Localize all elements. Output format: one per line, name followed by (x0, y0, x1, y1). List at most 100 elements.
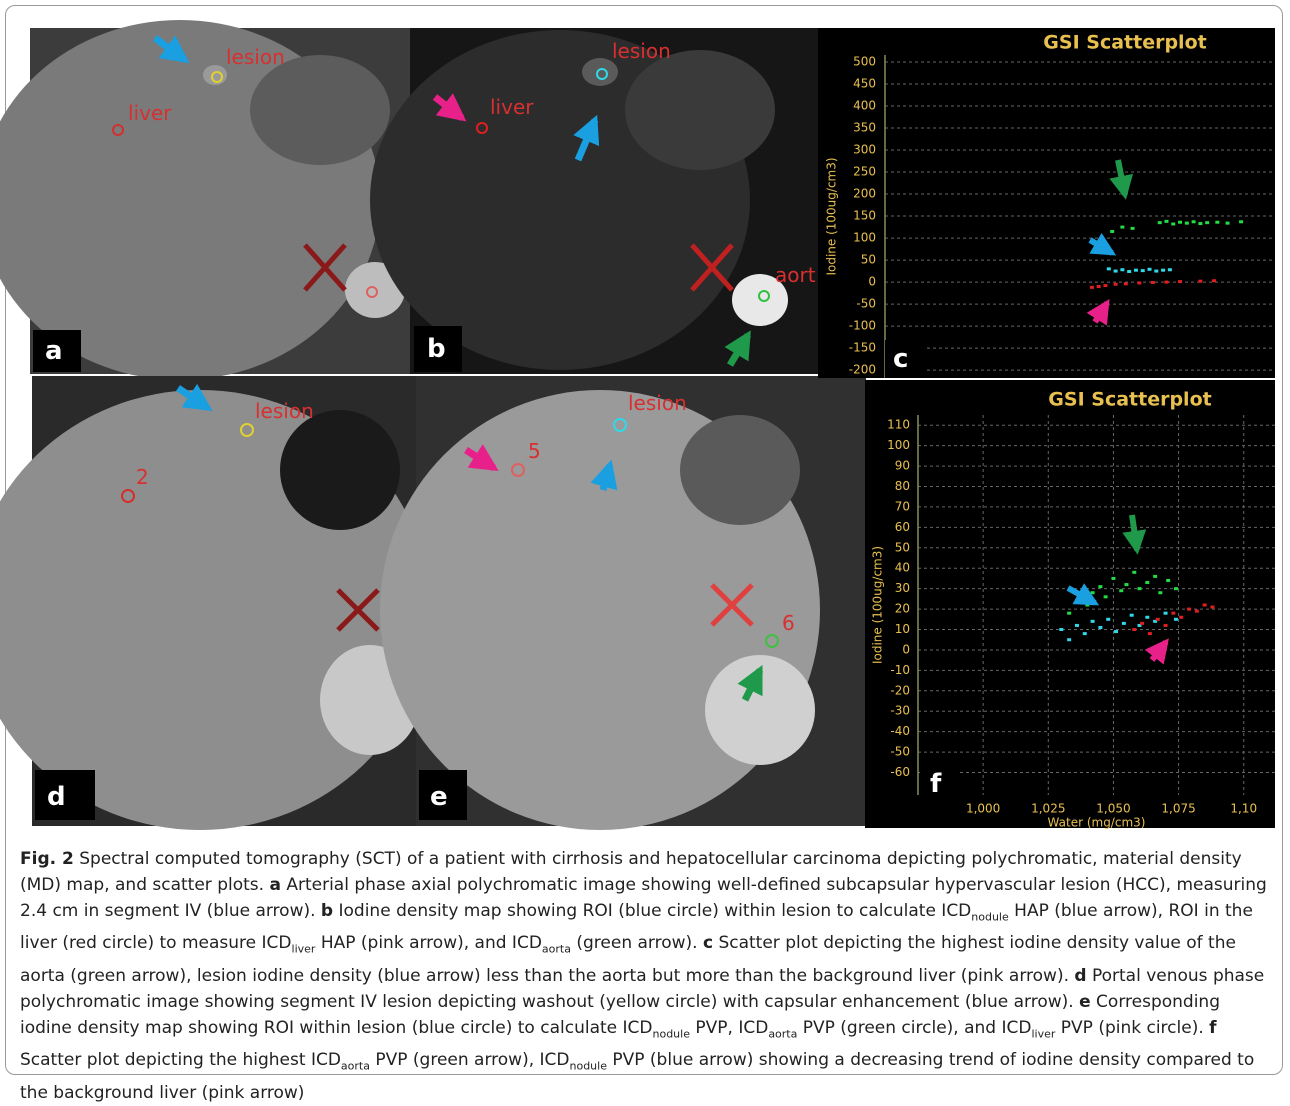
point (1187, 608, 1191, 611)
point (1158, 221, 1162, 224)
point (1119, 589, 1123, 592)
y-tick-label: -40 (890, 724, 910, 738)
panel-e: lesion 5 6 e (380, 376, 866, 830)
point (1127, 270, 1131, 273)
caption-text: nodule (653, 1027, 690, 1040)
y-tick-label: -100 (849, 319, 876, 333)
point (1067, 638, 1071, 641)
caption-text: PVP (green circle), and ICD (797, 1018, 1031, 1038)
caption-text: liver (292, 943, 316, 956)
label: liver (128, 101, 172, 125)
label: lesion (226, 45, 285, 69)
point (1174, 618, 1178, 621)
point (1137, 587, 1141, 590)
point (1140, 622, 1144, 625)
x-tick-label: 1,050 (1096, 802, 1130, 816)
label: liver (490, 95, 534, 119)
panel-b: lesion liver aort b (370, 28, 820, 374)
point (1198, 280, 1202, 283)
point (1130, 614, 1134, 617)
y-tick-label: 150 (853, 209, 876, 223)
point (1158, 591, 1162, 594)
point (1164, 281, 1168, 284)
point (1106, 618, 1110, 621)
point (1215, 221, 1219, 224)
caption-text: aorta (542, 943, 571, 956)
y-axis-label: Iodine (100ug/cm3) (825, 157, 839, 275)
point (1168, 268, 1172, 271)
chart-title: GSI Scatterplot (1043, 32, 1206, 54)
y-tick-label: 60 (895, 520, 910, 534)
point (1132, 571, 1136, 574)
label: lesion (628, 391, 687, 415)
y-tick-label: 400 (853, 99, 876, 113)
y-tick-label: -60 (890, 765, 910, 779)
caption-text: c (703, 933, 713, 953)
y-tick-label: 450 (853, 77, 876, 91)
y-tick-label: 30 (895, 581, 910, 595)
y-tick-label: 350 (853, 121, 876, 135)
caption-text: d (1074, 966, 1086, 986)
x-tick-label: 1,025 (1031, 802, 1065, 816)
page: lesion liver aor a lesion liver aort b l… (0, 0, 1290, 1082)
y-tick-label: 90 (895, 459, 910, 473)
y-tick-label: 20 (895, 602, 910, 616)
y-tick-label: 100 (887, 438, 910, 452)
caption-text: nodule (570, 1060, 607, 1073)
point (1179, 616, 1183, 619)
point (1059, 628, 1063, 631)
point (1098, 585, 1102, 588)
x-axis-label: Water (mg/cm3) (1048, 816, 1146, 830)
y-tick-label: -200 (849, 363, 876, 377)
point (1212, 279, 1216, 282)
y-tick-label: -10 (890, 663, 910, 677)
caption-text: nodule (971, 910, 1008, 923)
caption-text: Fig. 2 (20, 849, 74, 869)
panel-a: lesion liver aor a (0, 20, 428, 380)
point (1174, 587, 1178, 590)
chart-title: GSI Scatterplot (1048, 389, 1211, 411)
panel-letter: d (47, 782, 66, 812)
point (1156, 618, 1160, 621)
point (1075, 624, 1079, 627)
point (1090, 286, 1094, 289)
point (1091, 591, 1095, 594)
chart-bg (865, 380, 1275, 828)
caption-text: f (1209, 1018, 1216, 1038)
point (1134, 269, 1138, 272)
y-tick-label: -150 (849, 341, 876, 355)
y-tick-label: 10 (895, 622, 910, 636)
point (1153, 575, 1157, 578)
panel-letter: e (430, 782, 448, 812)
point (1067, 612, 1071, 615)
point (1178, 221, 1182, 224)
point (1114, 630, 1118, 633)
y-tick-label: 70 (895, 499, 910, 513)
point (1104, 595, 1108, 598)
point (1161, 269, 1165, 272)
point (1166, 579, 1170, 582)
point (1198, 222, 1202, 225)
point (1151, 281, 1155, 284)
label: 2 (136, 465, 149, 489)
point (1137, 281, 1141, 284)
y-tick-label: 40 (895, 561, 910, 575)
panel-letter: a (45, 336, 63, 366)
panel-letter: f (930, 769, 942, 799)
y-tick-label: 110 (887, 418, 910, 432)
caption-text: HAP (pink arrow), and ICD (315, 933, 541, 953)
x-tick-label: 1,10 (1230, 802, 1257, 816)
y-tick-label: -20 (890, 683, 910, 697)
point (1164, 612, 1168, 615)
point (1164, 220, 1168, 223)
point (1085, 604, 1089, 607)
caption: Fig. 2 Spectral computed tomography (SCT… (20, 846, 1270, 1106)
point (1171, 222, 1175, 225)
point (1120, 226, 1124, 229)
caption-text: PVP, ICD (690, 1018, 768, 1038)
x-tick-label: 1,000 (966, 802, 1000, 816)
y-tick-label: 500 (853, 55, 876, 69)
point (1114, 270, 1118, 273)
point (1083, 632, 1087, 635)
y-tick-label: -30 (890, 704, 910, 718)
